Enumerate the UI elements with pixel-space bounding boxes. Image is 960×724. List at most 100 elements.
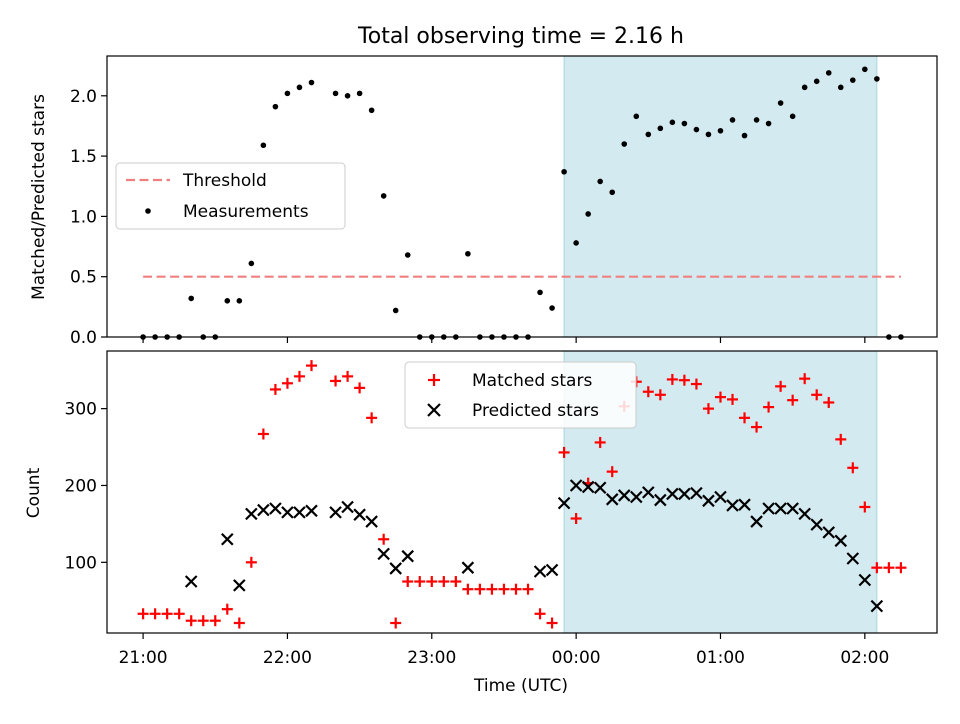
matched-stars-point (654, 389, 666, 401)
predicted-stars-point (690, 486, 703, 500)
matched-stars-point (642, 386, 654, 398)
measurement-point (645, 131, 652, 138)
matched-stars-point (305, 360, 317, 372)
matched-stars-point (149, 608, 161, 620)
matched-stars-point (221, 603, 233, 615)
y-tick-label: 300 (65, 400, 97, 420)
measurement-point (272, 103, 279, 110)
measurement-point (356, 90, 363, 97)
predicted-stars-point (858, 573, 872, 587)
matched-stars-point (281, 377, 293, 389)
predicted-stars-point (666, 487, 679, 501)
bottom-legend: Matched stars Predicted stars (404, 361, 637, 429)
x-tick-label: 00:00 (552, 648, 601, 668)
predicted-stars-point (401, 549, 415, 563)
predicted-stars-point (786, 502, 799, 515)
matched-stars-point (678, 374, 690, 386)
predicted-stars-point (798, 507, 811, 521)
matched-stars-point (594, 436, 606, 448)
matched-stars-point (811, 389, 823, 401)
matched-stars-point (775, 380, 787, 392)
measurement-point (633, 113, 640, 120)
measurement-point (380, 193, 387, 199)
matched-stars-point (871, 562, 883, 574)
measurement-point (765, 120, 772, 127)
measurement-point (717, 127, 724, 134)
predicted-stars-point (702, 494, 715, 508)
predicted-stars-point (353, 508, 366, 521)
x-tick-label: 22:00 (263, 648, 312, 668)
top-axes-frame (106, 55, 938, 338)
predicted-stars-point (605, 493, 619, 506)
matched-stars-point (390, 617, 402, 629)
matched-stars-point (197, 615, 209, 627)
y-tick-label: 100 (65, 553, 97, 573)
matched-stars-point (414, 576, 426, 588)
measurement-point (561, 168, 567, 175)
matched-stars-point (606, 466, 618, 478)
matched-stars-point (714, 391, 726, 403)
y-tick-label: 2.0 (70, 87, 97, 107)
y-tick-label: 1.0 (70, 207, 97, 227)
matched-stars-point (510, 583, 522, 595)
legend-predicted-swatch (427, 403, 441, 417)
predicted-stars-point (750, 515, 763, 528)
matched-stars-point (402, 576, 414, 588)
top-y-axis: 0.0 0.5 1.0 1.5 2.0 (70, 87, 107, 348)
predicted-stars-point (293, 506, 306, 519)
predicted-stars-point (281, 506, 294, 519)
matched-stars-point (690, 378, 702, 390)
predicted-stars-point (822, 526, 836, 539)
matched-stars-point (378, 533, 390, 545)
predicted-stars-point (593, 481, 607, 495)
predicted-stars-point (654, 493, 667, 507)
x-axis-label: Time (UTC) (473, 676, 568, 696)
matched-stars-point (245, 556, 257, 568)
measurement-point (296, 84, 303, 91)
predicted-stars-point (834, 534, 848, 548)
predicted-stars-point (341, 500, 354, 514)
legend-matched-label: Matched stars (472, 371, 592, 391)
matched-stars-point (269, 383, 281, 395)
measurement-point (657, 125, 664, 132)
matched-stars-point (233, 617, 245, 629)
measurement-point (862, 66, 868, 73)
matched-stars-point (342, 370, 354, 382)
matched-stars-point (498, 583, 510, 595)
measurement-point (837, 84, 844, 91)
predicted-stars-point (533, 565, 547, 578)
measurement-point (392, 307, 399, 314)
top-shaded-region (563, 55, 878, 338)
measurement-point (801, 84, 808, 91)
matched-stars-point (462, 583, 474, 595)
measurement-point (344, 92, 351, 99)
measurement-point (813, 78, 820, 85)
matched-stars-point (739, 412, 751, 424)
matched-stars-point (173, 608, 185, 620)
bottom-axes-frame (106, 350, 938, 634)
legend-threshold-label: Threshold (182, 171, 267, 191)
x-tick-label: 21:00 (119, 648, 168, 668)
measurement-point (729, 117, 736, 123)
matched-stars-point (522, 583, 534, 595)
measurement-point (741, 132, 748, 139)
matched-stars-point (787, 394, 799, 406)
matched-stars-point (702, 403, 714, 415)
measurement-point (621, 141, 628, 147)
predicted-stars-point (245, 507, 258, 521)
measurement-point (585, 211, 591, 217)
measurement-point (777, 100, 784, 106)
matched-stars-point (366, 412, 378, 424)
top-panel: 0.00.51.01.52.0 Matched/Predicted stars … (29, 55, 938, 348)
matched-stars-point (534, 608, 546, 620)
measurement-point (368, 107, 375, 114)
measurement-point (224, 298, 231, 304)
matched-stars-point (763, 401, 775, 413)
bottom-y-axis: 100 200 300 (65, 400, 107, 573)
y-tick-label: 0.5 (70, 268, 97, 288)
predicted-stars-point (221, 532, 234, 546)
matched-stars-point (354, 382, 366, 394)
measurement-point (669, 119, 676, 126)
top-x-ticks (142, 337, 866, 343)
